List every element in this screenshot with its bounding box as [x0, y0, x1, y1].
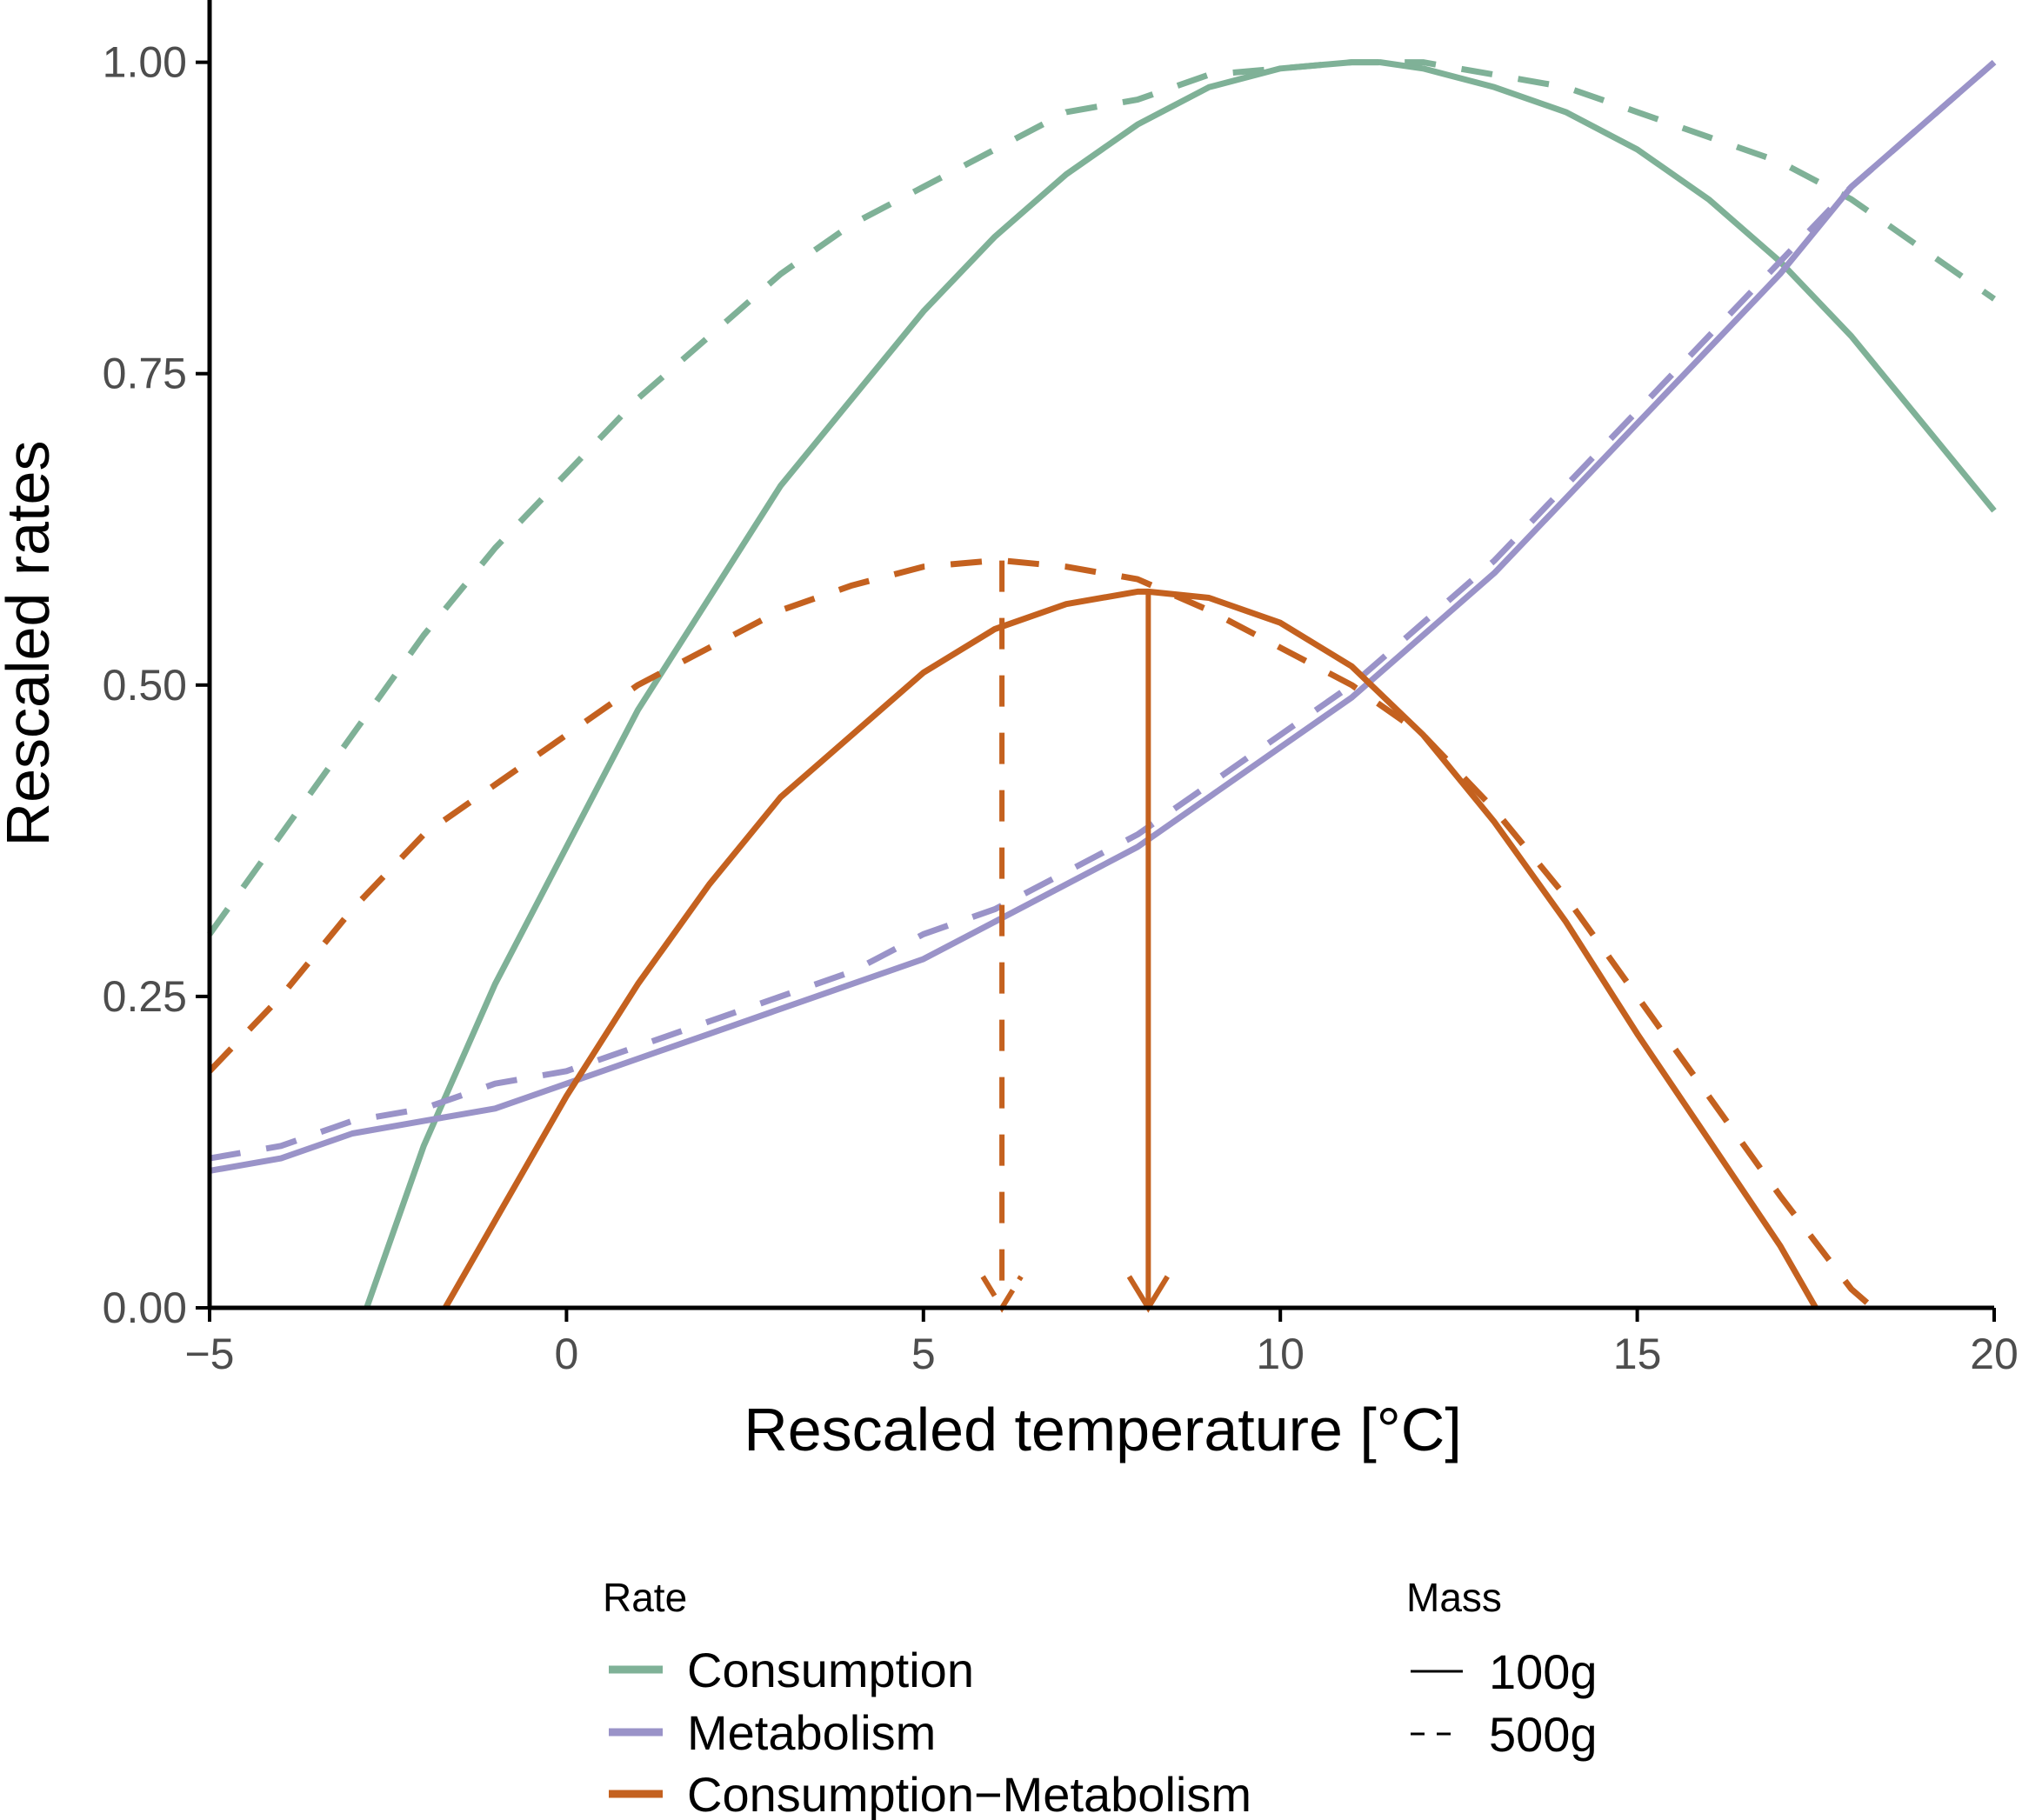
legend-label-500g: 500g: [1489, 1707, 1598, 1762]
legend-rate: Rate Consumption Metabolism Consumption−…: [603, 1575, 1251, 1820]
series-line-consumption-100g: [364, 59, 1997, 1310]
y-tick-label: 0.00: [103, 1283, 187, 1332]
legend: Rate Consumption Metabolism Consumption−…: [603, 1575, 1598, 1820]
legend-item-consumption-metabolism: Consumption−Metabolism: [609, 1767, 1251, 1820]
y-axis-title: Rescaled rates: [0, 441, 62, 847]
y-tick-label: 0.25: [103, 972, 187, 1021]
y-tick-label: 0.50: [103, 661, 187, 710]
series-line-consumption-500g: [207, 59, 1997, 937]
axes: −5 0 5 10 15 20 0.00 0.25 0.50 0.75 1.00: [103, 0, 2019, 1378]
x-axis-title: Rescaled temperature [°C]: [744, 1396, 1462, 1463]
legend-label-100g: 100g: [1489, 1644, 1598, 1699]
x-tick-label: 15: [1613, 1330, 1662, 1378]
series-line-metabolism-500g: [209, 59, 1997, 1162]
y-tick-label: 1.00: [103, 38, 187, 87]
x-tick-label: 10: [1256, 1330, 1305, 1378]
series-line-consumption-metabolism-100g: [442, 588, 1818, 1310]
legend-label-consumption-metabolism: Consumption−Metabolism: [687, 1767, 1251, 1820]
y-tick-label: 0.75: [103, 350, 187, 398]
series-line-metabolism-100g: [209, 59, 1997, 1174]
legend-label-consumption: Consumption: [687, 1643, 974, 1697]
series-line-consumption-metabolism-500g: [207, 557, 1875, 1310]
legend-item-100g: 100g: [1411, 1644, 1598, 1699]
x-tick-label: −5: [184, 1330, 234, 1378]
x-ticks: −5 0 5 10 15 20: [184, 1308, 2019, 1378]
x-tick-label: 20: [1970, 1330, 2019, 1378]
plot-area: [207, 59, 1997, 1313]
legend-label-metabolism: Metabolism: [687, 1705, 936, 1760]
legend-item-consumption: Consumption: [609, 1643, 974, 1697]
legend-item-metabolism: Metabolism: [609, 1705, 936, 1760]
y-ticks: 0.00 0.25 0.50 0.75 1.00: [103, 38, 210, 1332]
legend-mass-title: Mass: [1406, 1575, 1502, 1620]
optimum-arrow-head: [980, 1275, 1024, 1313]
x-tick-label: 5: [911, 1330, 936, 1378]
legend-item-500g: 500g: [1411, 1707, 1598, 1762]
x-tick-label: 0: [554, 1330, 578, 1378]
legend-mass: Mass 100g 500g: [1406, 1575, 1598, 1762]
legend-rate-title: Rate: [603, 1575, 687, 1620]
